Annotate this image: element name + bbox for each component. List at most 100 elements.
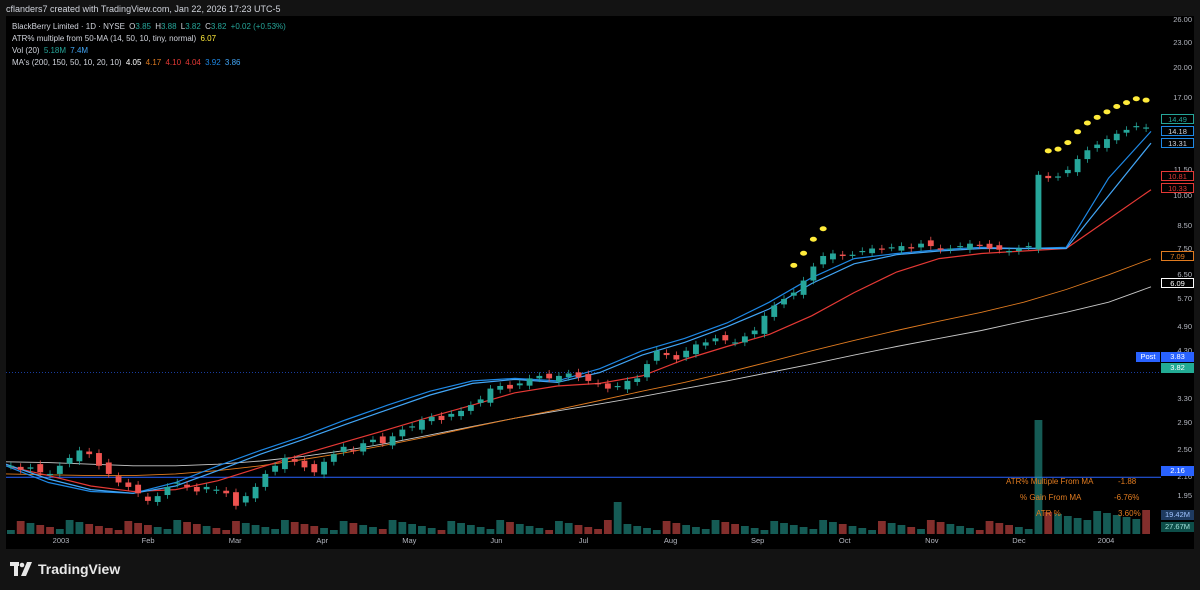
volume-bar [75,522,84,534]
x-tick-label: Feb [141,536,155,545]
volume-bar [486,529,495,534]
volume-bar [222,530,231,534]
indicator-row-atr: ATR % [1036,509,1061,518]
volume-legend: Vol (20) 5.18M 7.4M [12,46,90,55]
candle-body [546,373,553,379]
indicator-value-atr-multiple: -1.88 [1118,477,1137,486]
price-box-13-31: 13.31 [1161,138,1194,148]
volume-bar [721,522,730,534]
x-tick-label: Jul [578,536,589,545]
candle-body [663,352,670,356]
ma-value-150: 4.17 [145,58,162,67]
volume-bar [731,524,739,534]
candle-body [712,338,719,342]
post-price-box: 3.83 [1161,352,1194,362]
candle-body [291,459,298,462]
candle-body [1143,127,1150,129]
volume-bar [134,523,143,534]
volume-bar [643,528,651,534]
price-chart[interactable] [6,16,1194,549]
candle-body [957,246,964,248]
ma-line-ma-50 [6,189,1152,493]
volume-bar [427,528,436,534]
volume-bar [7,530,15,534]
volume-bar [46,527,54,534]
x-tick-label: May [402,536,417,545]
volume-bar [320,528,328,534]
open-label: O [129,22,136,31]
candle-body [115,476,122,483]
candle-body [634,378,641,382]
candle-body [595,383,602,385]
volume-bar [525,526,534,534]
x-tick-label: Dec [1012,536,1026,545]
y-tick-label: 2.50 [1177,445,1192,455]
candle-body [223,490,230,494]
y-tick-label: 26.00 [1173,15,1192,24]
candle-body [947,248,954,250]
candle-body [1055,176,1061,178]
signal-dot [1103,109,1111,115]
volume-bar [1142,510,1150,534]
signal-dot [1044,148,1052,154]
volume-bar [897,525,906,534]
ma-line-ma-150 [6,258,1152,477]
volume-bar [349,523,358,534]
candle-body [781,298,787,305]
candle-body [761,315,768,334]
candle-body [918,243,924,248]
vol-label: Vol (20) [12,46,40,55]
candle-body [399,429,406,437]
volume-bar [545,530,554,534]
low-value: 3.82 [185,22,201,31]
candle-body [976,244,983,246]
candle-body [330,454,337,462]
candle-body [604,383,611,389]
candle-body [859,250,866,253]
candle-body [497,385,504,390]
volume-bar [975,530,984,534]
candle-body [1113,133,1120,141]
y-tick-label: 4.30 [1177,345,1192,355]
indicator-row-atr-multiple: ATR% Multiple From MA [1006,477,1093,486]
volume-bar [1103,513,1111,534]
candle-body [967,243,973,250]
volume-bar [887,523,896,534]
ma-legend: MA's (200, 150, 50, 10, 20, 10) 4.05 4.1… [12,58,242,67]
candle-body [135,484,142,494]
candle-body [839,254,846,257]
volume-bar [457,523,465,534]
volume-bar [662,521,671,534]
candle-body [174,482,181,484]
candle-body [17,466,24,470]
candle-body [1045,175,1052,179]
volume-bar [1083,520,1092,534]
x-tick-label: Sep [750,536,765,545]
volume-bar [946,524,955,534]
x-tick-label: 2004 [1097,536,1115,545]
signal-dot [800,250,808,256]
volume-bar [770,521,779,534]
candle-body [477,399,484,403]
volume-bar [780,523,788,534]
close-label: C [205,22,211,31]
chart-area[interactable]: BlackBerry Limited · 1D · NYSE O3.85 H3.… [6,15,1194,549]
signal-dot [809,236,817,242]
ma-value-20: 3.92 [205,58,221,67]
volume-bar [1122,517,1131,534]
volume-bar [466,525,475,534]
volume-bar [623,524,632,534]
price-box-10-81: 10.81 [1161,171,1194,181]
signal-dot [790,262,798,268]
volume-bar [192,524,201,534]
price-box-14-18: 14.18 [1161,126,1194,136]
ma-value-10b: 3.86 [224,58,241,67]
signal-dot [1054,146,1062,152]
candle-body [888,247,895,249]
candle-body [233,492,239,506]
tradingview-logo[interactable]: TradingView [10,561,120,577]
volume-bar [829,522,837,534]
candle-body [830,253,836,260]
volume-bar [564,523,573,534]
high-value: 3.88 [160,22,177,31]
